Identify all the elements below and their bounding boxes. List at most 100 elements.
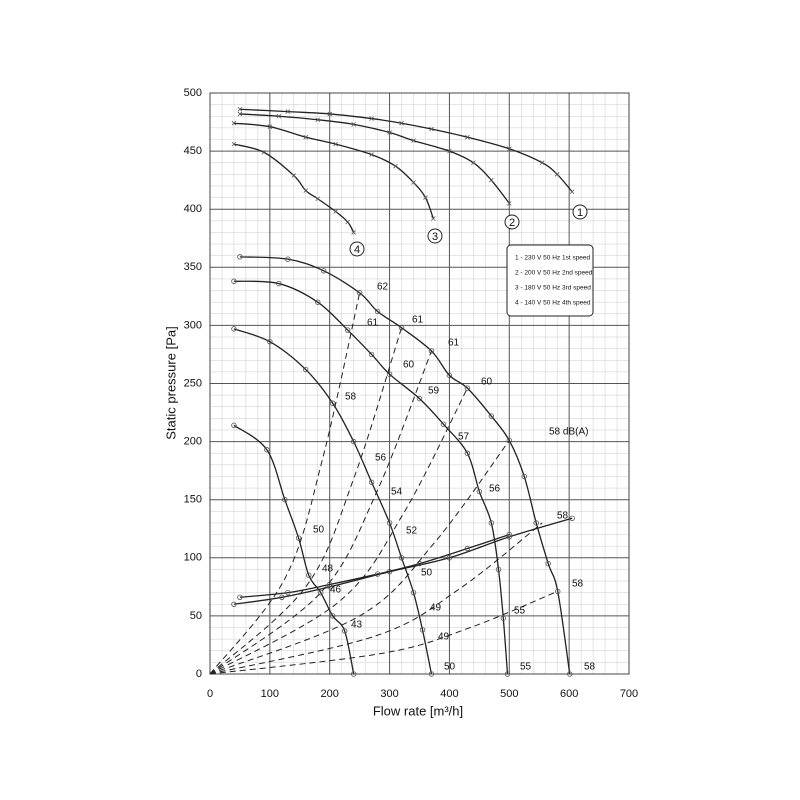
legend-entry: 4 - 140 V 50 Hz 4th speed	[515, 300, 591, 307]
marker	[267, 124, 273, 129]
noise-label: 49	[438, 632, 450, 643]
curve-label-circle	[349, 241, 365, 257]
marker	[386, 371, 393, 377]
y-tick-label: 250	[184, 377, 202, 389]
marker	[495, 566, 502, 573]
x-tick-label: 200	[321, 688, 339, 700]
marker	[291, 173, 297, 178]
noise-label: 46	[330, 585, 342, 596]
marker	[398, 555, 405, 561]
marker	[416, 395, 423, 402]
marker	[333, 209, 338, 214]
legend-entry: 1 - 230 V 50 Hz 1st speed	[515, 255, 591, 262]
legend-entry: 2 - 200 V 50 Hz 2nd speed	[515, 270, 593, 277]
noise-label: 58 dB(A)	[549, 427, 588, 438]
noise-label: 43	[351, 620, 363, 631]
marker	[393, 163, 398, 169]
marker	[521, 473, 527, 480]
marker	[446, 372, 453, 379]
marker	[231, 278, 237, 284]
marker	[237, 111, 243, 117]
marker	[539, 160, 545, 166]
noise-label: 58	[557, 511, 569, 522]
marker	[237, 106, 243, 112]
y-tick-label: 200	[184, 436, 202, 448]
marker	[500, 615, 506, 621]
curve	[239, 256, 571, 675]
dashed-curve	[209, 522, 543, 675]
marker	[330, 613, 336, 619]
marker	[476, 488, 483, 495]
curve-label: 3	[432, 231, 438, 243]
curve	[239, 533, 510, 598]
noise-label: 56	[489, 484, 501, 495]
y-tick-label: 500	[184, 87, 202, 99]
curve-label: 1	[577, 207, 583, 219]
y-tick-label: 0	[196, 668, 202, 680]
marker	[344, 327, 351, 333]
marker	[303, 366, 309, 373]
marker	[411, 138, 416, 143]
noise-label: 48	[322, 564, 334, 575]
noise-label: 54	[391, 487, 403, 498]
marker	[285, 109, 291, 114]
noise-label: 50	[313, 525, 325, 536]
marker	[399, 120, 404, 126]
marker	[428, 671, 435, 677]
marker	[368, 479, 375, 485]
marker	[423, 195, 428, 200]
marker	[315, 299, 321, 305]
y-tick-label: 350	[184, 261, 202, 273]
noise-label: 58	[584, 662, 596, 673]
marker	[276, 113, 282, 119]
marker	[315, 196, 321, 202]
y-axis-label: Static pressure [Pa]	[163, 326, 178, 439]
marker	[276, 280, 282, 287]
marker	[237, 254, 243, 260]
marker	[533, 520, 539, 526]
marker	[506, 531, 512, 538]
marker	[429, 126, 434, 132]
noise-label: 59	[428, 386, 440, 397]
marker	[345, 219, 350, 225]
marker	[369, 152, 374, 157]
y-tick-label: 50	[190, 610, 202, 622]
marker	[488, 413, 495, 419]
curve	[233, 280, 509, 675]
marker	[350, 671, 357, 677]
curve-label-circle	[427, 228, 443, 244]
curve	[239, 113, 510, 204]
dashed-curve	[209, 591, 558, 675]
y-tick-label: 400	[184, 203, 202, 215]
marker	[374, 571, 381, 577]
x-tick-label: 500	[500, 688, 518, 700]
marker	[507, 146, 512, 152]
curve-label-circle	[572, 204, 588, 220]
marker	[488, 520, 495, 526]
noise-label: 62	[377, 282, 389, 293]
curve-label: 2	[509, 217, 515, 229]
marker	[447, 148, 452, 154]
marker	[303, 188, 309, 193]
noise-label: 57	[458, 432, 470, 443]
marker	[368, 351, 375, 358]
marker	[261, 149, 267, 155]
x-tick-label: 100	[261, 688, 279, 700]
x-axis-label: Flow rate [m³/h]	[373, 703, 463, 718]
marker	[398, 325, 405, 331]
marker	[569, 189, 575, 195]
marker	[504, 671, 511, 677]
dashed-curve	[209, 350, 432, 675]
noise-label: 60	[481, 377, 493, 388]
noise-label: 61	[412, 315, 424, 326]
marker	[386, 520, 393, 526]
x-tick-label: 0	[207, 688, 213, 700]
marker	[430, 216, 436, 221]
marker	[351, 122, 356, 127]
marker	[231, 141, 237, 147]
noise-label: 56	[375, 453, 387, 464]
marker	[231, 601, 237, 607]
marker	[267, 338, 273, 345]
